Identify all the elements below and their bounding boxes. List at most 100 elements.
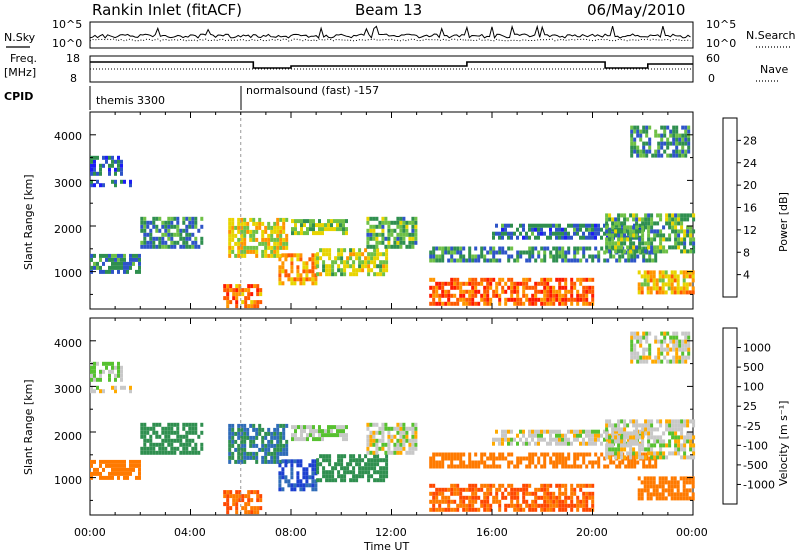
power-cell xyxy=(293,281,297,286)
velocity-cell xyxy=(447,499,451,504)
power-cell xyxy=(337,256,341,261)
power-cell xyxy=(228,217,232,222)
velocity-cell xyxy=(120,365,123,370)
power-cell xyxy=(636,145,640,150)
power-cell xyxy=(501,231,504,236)
power-cell xyxy=(638,237,642,242)
velocity-cell xyxy=(632,451,636,456)
velocity-cell xyxy=(273,459,277,464)
velocity-cell xyxy=(474,495,478,500)
power-cell xyxy=(231,229,235,234)
power-cell xyxy=(659,217,663,222)
velocity-cell xyxy=(492,495,496,500)
power-cell xyxy=(519,297,523,302)
velocity-cell xyxy=(665,423,669,428)
velocity-cell xyxy=(382,470,386,475)
power-cell xyxy=(555,293,559,298)
velocity-cell xyxy=(636,339,640,344)
velocity-cell xyxy=(650,447,654,452)
power-cell xyxy=(290,269,294,274)
velocity-cell xyxy=(626,443,630,448)
velocity-cell xyxy=(369,430,373,435)
power-cell xyxy=(646,274,650,279)
velocity-cell xyxy=(339,429,342,434)
velocity-cell xyxy=(324,429,327,434)
power-cell xyxy=(387,224,391,229)
velocity-cell xyxy=(471,507,475,512)
power-cell xyxy=(143,244,147,249)
power-cell xyxy=(305,273,309,278)
velocity-cell xyxy=(325,478,329,483)
velocity-cell xyxy=(564,437,567,442)
power-cell xyxy=(333,227,336,232)
velocity-cell xyxy=(435,491,439,496)
power-cell xyxy=(669,153,673,158)
velocity-cell xyxy=(558,487,562,492)
velocity-cell xyxy=(152,426,156,431)
power-cell xyxy=(278,269,282,274)
power-cell xyxy=(393,240,397,245)
velocity-cell xyxy=(608,447,612,452)
power-cell xyxy=(486,289,490,294)
velocity-cell xyxy=(450,491,454,496)
power-cell xyxy=(686,233,690,238)
power-cell xyxy=(243,229,247,234)
velocity-cell xyxy=(549,441,552,446)
velocity-cell xyxy=(585,433,588,438)
velocity-cell xyxy=(573,456,577,461)
velocity-cell xyxy=(641,439,645,444)
power-cell xyxy=(235,300,239,305)
power-cell xyxy=(665,221,669,226)
power-cell xyxy=(331,264,335,269)
power-cell xyxy=(114,265,117,270)
velocity-cell xyxy=(657,359,661,364)
velocity-cell xyxy=(373,478,377,483)
velocity-cell xyxy=(123,467,126,472)
power-cell xyxy=(309,227,312,232)
velocity-cell xyxy=(645,359,649,364)
velocity-cell xyxy=(665,455,669,460)
velocity-cell xyxy=(498,437,501,442)
power-cell xyxy=(264,245,268,250)
velocity-colorbar-tick-label: 100 xyxy=(743,381,764,394)
power-cell xyxy=(582,301,586,306)
velocity-cell xyxy=(264,443,268,448)
velocity-cell xyxy=(474,452,478,457)
velocity-cell xyxy=(228,455,232,460)
velocity-cell xyxy=(691,496,695,501)
power-cell xyxy=(679,290,683,295)
velocity-cell xyxy=(402,434,406,439)
velocity-cell xyxy=(299,487,303,492)
velocity-cell xyxy=(623,419,627,424)
power-cell xyxy=(687,141,691,146)
power-cell xyxy=(300,227,303,232)
power-cell xyxy=(161,220,165,225)
velocity-cell xyxy=(522,507,526,512)
velocity-cell xyxy=(256,498,260,503)
velocity-cell xyxy=(228,435,232,440)
velocity-cell xyxy=(90,373,93,378)
velocity-cell xyxy=(620,455,624,460)
power-cell xyxy=(486,293,490,298)
velocity-cell xyxy=(642,331,646,336)
velocity-cell xyxy=(405,450,409,455)
velocity-cell xyxy=(444,499,448,504)
velocity-cell xyxy=(471,499,475,504)
velocity-cell xyxy=(632,447,636,452)
velocity-cell xyxy=(399,422,403,427)
velocity-cell xyxy=(316,470,320,475)
power-cell xyxy=(369,216,373,221)
velocity-cell xyxy=(261,427,265,432)
velocity-cell xyxy=(234,459,238,464)
velocity-cell xyxy=(364,462,368,467)
velocity-cell xyxy=(447,507,451,512)
power-cell xyxy=(390,220,394,225)
power-cell xyxy=(600,227,603,232)
velocity-cell xyxy=(312,429,315,434)
velocity-cell xyxy=(367,466,371,471)
power-cell xyxy=(495,250,499,255)
power-cell xyxy=(673,290,677,295)
velocity-cell xyxy=(228,427,232,432)
power-cell xyxy=(681,133,685,138)
power-cell xyxy=(381,228,385,233)
